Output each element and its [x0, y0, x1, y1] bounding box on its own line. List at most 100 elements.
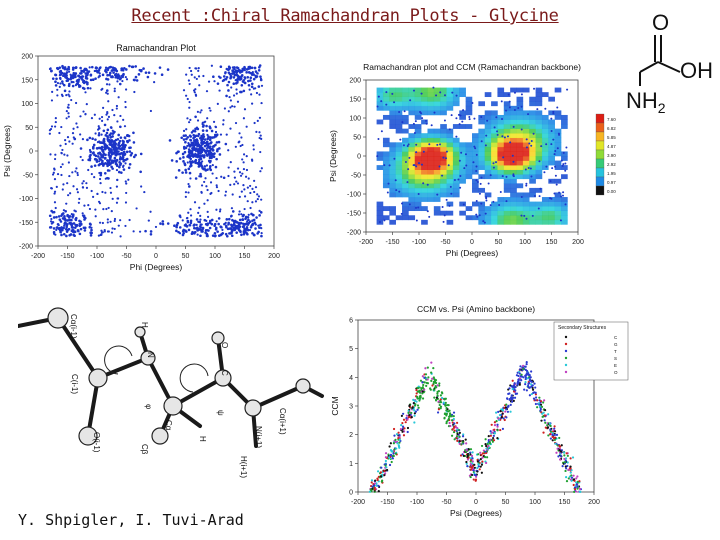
data-point — [227, 222, 230, 226]
data-point — [115, 72, 118, 75]
data-point — [115, 158, 119, 162]
data-point — [484, 443, 487, 446]
heatmap-cell — [408, 165, 416, 170]
data-point — [89, 87, 92, 90]
heatmap-cell — [484, 110, 492, 116]
data-point — [438, 143, 441, 146]
heatmap-cell — [414, 124, 422, 129]
data-point — [465, 164, 468, 167]
data-point — [260, 231, 263, 235]
data-point — [117, 141, 121, 145]
heatmap-cell — [465, 124, 473, 129]
data-point — [569, 467, 572, 470]
data-point — [406, 426, 410, 430]
data-point — [375, 484, 378, 487]
data-point — [189, 219, 193, 223]
data-point — [65, 109, 68, 113]
data-point — [458, 123, 461, 126]
data-point — [55, 215, 58, 219]
data-point — [115, 107, 118, 110]
data-point — [529, 376, 532, 379]
data-point — [186, 97, 189, 101]
heatmap-cell — [389, 101, 396, 107]
data-point — [91, 137, 94, 140]
heatmap-cell — [440, 160, 447, 166]
heatmap-cell — [395, 119, 403, 125]
data-point — [493, 424, 497, 427]
data-point — [439, 91, 442, 94]
data-point — [113, 160, 117, 163]
data-point — [414, 206, 417, 209]
data-point — [251, 231, 254, 235]
data-point — [74, 66, 78, 69]
data-point — [149, 210, 152, 213]
data-point — [526, 377, 529, 380]
data-point — [217, 217, 221, 220]
data-point — [437, 408, 441, 411]
data-point — [59, 82, 62, 85]
data-point — [185, 94, 188, 97]
heatmap-cell — [503, 133, 511, 139]
data-point — [470, 473, 474, 477]
data-point — [119, 147, 122, 151]
heatmap-cell — [516, 183, 524, 189]
heatmap-cell — [376, 105, 384, 111]
data-point — [380, 466, 383, 469]
data-point — [462, 433, 465, 436]
heatmap-cell — [529, 137, 536, 143]
data-point — [153, 80, 156, 84]
data-point — [252, 144, 255, 147]
heatmap-cell — [402, 87, 409, 93]
heatmap-cell — [459, 124, 466, 129]
y-tick-label: 5 — [349, 346, 353, 353]
data-point — [50, 222, 53, 225]
data-point — [434, 379, 438, 382]
data-point — [238, 171, 242, 174]
data-point — [232, 76, 236, 79]
data-point — [90, 117, 94, 120]
heatmap-cell — [478, 219, 486, 225]
data-point — [542, 401, 545, 404]
data-point — [160, 73, 164, 76]
heatmap-cell — [554, 201, 562, 207]
data-point — [447, 164, 450, 167]
data-point — [60, 125, 63, 129]
data-point — [444, 404, 447, 407]
data-point — [115, 168, 119, 172]
data-point — [231, 105, 234, 108]
data-point — [198, 175, 201, 178]
data-point — [211, 145, 214, 148]
heatmap-cell — [389, 114, 396, 120]
data-point — [575, 483, 578, 486]
data-point — [481, 452, 485, 455]
data-point — [70, 80, 74, 84]
heatmap-cell — [561, 119, 568, 125]
data-point — [525, 373, 528, 376]
data-point — [66, 136, 70, 139]
data-point — [71, 222, 74, 225]
data-point — [175, 223, 179, 227]
data-point — [115, 201, 119, 204]
heatmap-cell — [446, 187, 454, 193]
data-point — [81, 182, 84, 185]
data-point — [232, 72, 236, 75]
data-point — [556, 147, 559, 150]
data-point — [387, 456, 391, 459]
heatmap-cell — [497, 210, 505, 216]
data-point — [72, 231, 75, 234]
data-point — [470, 454, 474, 457]
data-point — [54, 80, 57, 84]
data-point — [53, 201, 57, 204]
data-point — [258, 116, 262, 119]
data-point — [104, 143, 107, 146]
data-point — [79, 66, 82, 70]
data-point — [211, 163, 214, 167]
heatmap-cell — [421, 197, 428, 202]
heatmap-cell — [472, 160, 479, 166]
atom-label: C — [220, 370, 229, 376]
data-point — [458, 442, 461, 446]
data-point — [433, 111, 436, 114]
data-point — [485, 444, 488, 448]
data-point — [533, 87, 536, 90]
data-point — [245, 155, 248, 158]
